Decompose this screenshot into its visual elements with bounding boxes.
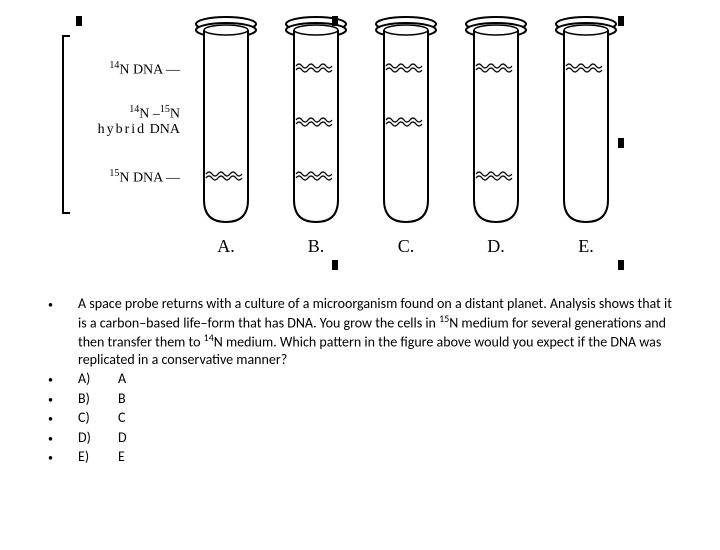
- artifact-mark: [618, 260, 624, 270]
- label-bracket: [62, 35, 70, 214]
- test-tube-icon: [280, 10, 352, 230]
- tube: E.: [550, 10, 622, 257]
- tube-label: B.: [308, 236, 325, 257]
- answer-option: B)B: [78, 390, 680, 408]
- artifact-mark: [618, 138, 624, 148]
- label-15n: 15N DNA —: [109, 168, 180, 187]
- bullet-icon: •: [40, 409, 78, 427]
- tube: D.: [460, 10, 532, 257]
- answer-option: A)A: [78, 370, 680, 388]
- bullet-icon: •: [40, 390, 78, 408]
- tube-label: A.: [217, 236, 235, 257]
- bullet-icon: •: [40, 370, 78, 388]
- label-14n: 14N DNA —: [109, 60, 180, 79]
- artifact-mark: [618, 16, 624, 26]
- test-tube-icon: [370, 10, 442, 230]
- tube: C.: [370, 10, 442, 257]
- tube-label: C.: [398, 236, 415, 257]
- diagram-area: 14N DNA — 14N –15N hybrid DNA 15N DNA — …: [70, 10, 690, 265]
- test-tube-icon: [190, 10, 262, 230]
- density-labels: 14N DNA — 14N –15N hybrid DNA 15N DNA —: [70, 10, 180, 260]
- question-block: • A space probe returns with a culture o…: [40, 295, 680, 466]
- tube: A.: [190, 10, 262, 257]
- question-stem: A space probe returns with a culture of …: [78, 295, 680, 368]
- test-tube-icon: [550, 10, 622, 230]
- artifact-mark: [332, 16, 338, 26]
- tube-label: D.: [487, 236, 505, 257]
- tubes-row: A. B. C. D. E.: [190, 10, 622, 257]
- artifact-mark: [76, 16, 82, 26]
- answer-option: E)E: [78, 448, 680, 466]
- bullet-icon: •: [40, 429, 78, 447]
- tube: B.: [280, 10, 352, 257]
- answer-option: D)D: [78, 429, 680, 447]
- artifact-mark: [332, 260, 338, 270]
- bullet-icon: •: [40, 295, 78, 368]
- label-hybrid: 14N –15N hybrid DNA: [98, 104, 180, 137]
- tube-label: E.: [578, 236, 594, 257]
- answer-option: C)C: [78, 409, 680, 427]
- test-tube-icon: [460, 10, 532, 230]
- bullet-icon: •: [40, 448, 78, 466]
